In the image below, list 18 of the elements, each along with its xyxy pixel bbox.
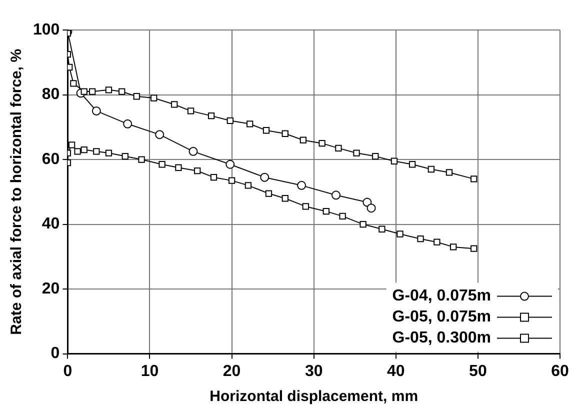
y-tick-label: 100 <box>32 21 60 38</box>
legend-label: G-04, 0.075m <box>392 288 491 305</box>
x-axis-title: Horizontal displacement, mm <box>210 388 418 406</box>
legend-label: G-05, 0.300m <box>392 330 491 347</box>
y-tick-label: 80 <box>42 86 60 104</box>
legend-label: G-05, 0.075m <box>392 308 491 326</box>
y-tick-label: 60 <box>42 150 60 168</box>
x-tick-label: 20 <box>222 362 241 380</box>
y-tick-label: 20 <box>42 280 60 298</box>
y-axis-title: Rate of axial force to horizontal force, % <box>8 48 26 335</box>
x-tick-label: 60 <box>551 362 569 380</box>
x-tick-label: 30 <box>304 362 323 380</box>
y-tick-label: 0 <box>50 345 60 362</box>
y-tick-label: 40 <box>42 216 60 233</box>
x-tick-label: 50 <box>469 362 487 380</box>
x-tick-label: 40 <box>387 362 405 380</box>
x-tick-label: 0 <box>63 362 72 380</box>
x-tick-label: 10 <box>140 362 159 380</box>
